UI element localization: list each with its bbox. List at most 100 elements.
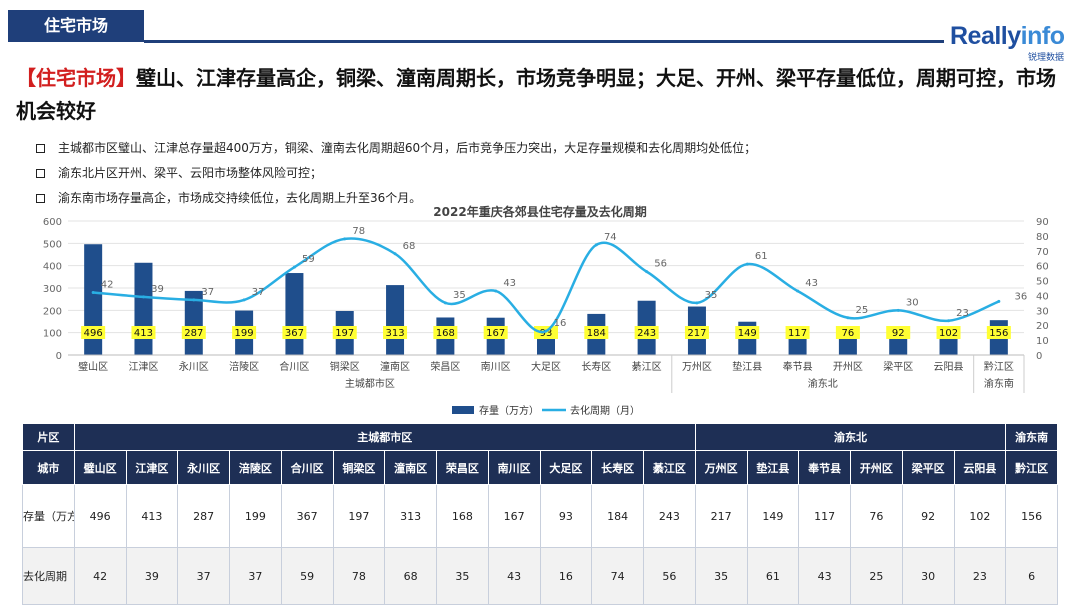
stock-cell: 313: [384, 484, 437, 548]
stock-cell: 496: [73, 484, 127, 548]
x-group-label: 渝东北: [808, 377, 838, 390]
table-row: 片区 主城都市区 渝东北 渝东南: [22, 423, 1058, 451]
y-right-tick-label: 0: [1036, 351, 1042, 362]
line-point: [393, 252, 397, 256]
x-group-label: 渝东南: [984, 377, 1014, 390]
bar-data-label-bg: [634, 326, 659, 339]
x-tick-label: 黔江区: [984, 360, 1014, 373]
city-header-cell: 大足区: [539, 450, 593, 485]
bar-data-label: 102: [939, 328, 958, 339]
city-header-cell: 开州区: [850, 450, 903, 485]
cycle-line: [93, 237, 1000, 334]
table-row: 城市 璧山区 江津区 永川区 涪陵区 合川区 铜梁区 潼南区 荣昌区 南川区 大足区 长寿区 綦江区 万州…: [22, 450, 1058, 485]
cycle-cell: 42: [73, 547, 127, 605]
bar-data-label: 149: [738, 328, 757, 339]
stock-cell: 217: [694, 484, 748, 548]
x-tick-label: 江津区: [128, 361, 158, 373]
y-left-tick-label: 600: [43, 217, 62, 228]
y-right-tick-label: 60: [1036, 262, 1049, 273]
y-right-tick-label: 90: [1036, 217, 1049, 228]
line-point: [846, 316, 850, 320]
bar-data-label-bg: [131, 326, 156, 339]
cycle-cell: 68: [384, 547, 437, 605]
bar-data-label-bg: [936, 326, 961, 339]
x-tick-label: 綦江区: [632, 360, 662, 373]
x-tick-label: 云阳县: [934, 361, 964, 373]
x-tick-label: 璧山区: [78, 360, 108, 373]
table-row-header: 去化周期（月）: [22, 547, 75, 605]
x-tick-label: 涪陵区: [229, 360, 259, 373]
stock-cell: 117: [798, 484, 851, 548]
x-tick-label: 长寿区: [581, 360, 611, 373]
stock-cell: 413: [125, 484, 179, 548]
cycle-cell: 37: [229, 547, 282, 605]
bar-data-label-bg: [835, 326, 860, 339]
line-data-label: 16: [554, 318, 567, 329]
line-data-label: 35: [453, 290, 466, 301]
city-header-cell: 长寿区: [591, 450, 644, 485]
cycle-cell: 78: [332, 547, 386, 605]
bar-data-label: 168: [436, 328, 455, 339]
line-data-label: 42: [101, 279, 114, 290]
bar: [386, 285, 405, 355]
headline-text: 璧山、江津存量高企，铜梁、潼南周期长，市场竞争明显；大足、开州、梁平存量低位，周…: [16, 66, 1056, 123]
cycle-cell: 43: [798, 547, 851, 605]
stock-cell: 287: [177, 484, 230, 548]
line-point: [343, 237, 347, 241]
line-point: [141, 295, 145, 299]
checkbox-bullet-icon: [36, 144, 45, 153]
legend-line-label: 去化周期（月）: [570, 404, 640, 417]
line-data-label: 25: [856, 305, 869, 316]
city-header-cell: 璧山区: [73, 450, 127, 485]
region-header-cell: 渝东南: [1005, 423, 1058, 451]
bar-data-label: 367: [285, 328, 304, 339]
line-point: [745, 262, 749, 266]
bar-data-label: 313: [386, 328, 405, 339]
page-headline: 【住宅市场】璧山、江津存量高企，铜梁、潼南周期长，市场竞争明显；大足、开州、梁平…: [16, 62, 1066, 128]
table-row: 存量（万方）4964132871993671973131681679318424…: [22, 484, 1058, 548]
city-header-cell: 梁平区: [901, 450, 955, 485]
bar-data-label: 217: [687, 328, 706, 339]
bar-data-label-bg: [383, 326, 408, 339]
table-row-header: 存量（万方）: [22, 484, 75, 548]
legend-bar-label: 存量（万方）: [479, 404, 539, 417]
line-point: [594, 243, 598, 247]
line-data-label: 74: [604, 232, 617, 243]
bar: [537, 334, 555, 355]
city-header-cell: 南川区: [487, 450, 541, 485]
line-data-label: 43: [503, 278, 516, 289]
bar-data-label-bg: [735, 326, 760, 339]
line-data-label: 68: [403, 241, 416, 252]
bar-data-label-bg: [483, 326, 508, 339]
stock-cell: 167: [487, 484, 541, 548]
chart-title: 2022年重庆各郊县住宅存量及去化周期: [433, 204, 646, 219]
line-point: [796, 289, 800, 293]
bullet-item: 渝东南市场存量高企，市场成交持续低位，去化周期上升至36个月。: [36, 186, 1056, 211]
legend-bar-swatch: [452, 406, 474, 414]
company-logo: Reallyinfo 锐理数据: [950, 22, 1072, 63]
y-right-tick-label: 20: [1036, 321, 1049, 332]
bullet-text: 渝东北片区开州、梁平、云阳市场整体风险可控；: [58, 166, 323, 180]
stock-cell: 367: [280, 484, 334, 548]
bullet-item: 主城都市区璧山、江津总存量超400万方，铜梁、潼南去化周期超60个月，后市竞争压…: [36, 136, 1056, 161]
region-header-cell: 渝东北: [694, 423, 1007, 451]
section-tag: 住宅市场: [8, 10, 144, 42]
bar-data-label: 184: [587, 328, 606, 339]
x-tick-label: 大足区: [531, 360, 561, 373]
bar-data-label: 496: [84, 328, 103, 339]
line-point: [292, 265, 296, 269]
y-right-tick-label: 50: [1036, 277, 1049, 288]
line-data-label: 56: [654, 259, 667, 270]
line-data-label: 30: [906, 297, 919, 308]
city-header-cell: 万州区: [694, 450, 748, 485]
x-tick-label: 万州区: [682, 361, 712, 373]
bar-data-label: 167: [486, 328, 505, 339]
line-point: [947, 319, 951, 323]
x-tick-label: 奉节县: [783, 360, 813, 373]
city-header-cell: 荣昌区: [436, 450, 489, 485]
cycle-cell: 35: [436, 547, 489, 605]
stock-cell: 197: [332, 484, 386, 548]
region-header-cell: 主城都市区: [73, 423, 696, 451]
x-tick-label: 南川区: [481, 360, 511, 373]
stock-cell: 156: [1005, 484, 1058, 548]
